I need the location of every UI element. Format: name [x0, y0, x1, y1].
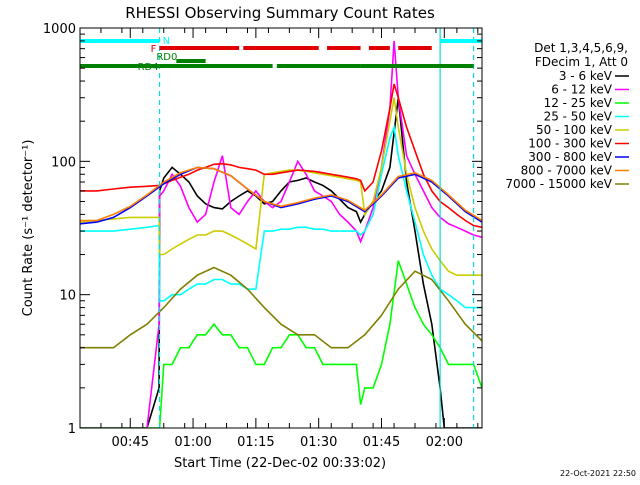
x-axis: 00:45 01:00 01:15 01:30 01:45 02:00 [79, 28, 479, 450]
series-line-2 [80, 260, 482, 428]
legend-label: 7000 - 15000 keV [505, 177, 612, 191]
y-tick-label: 100 [51, 155, 76, 170]
legend-label: 100 - 300 keV [528, 137, 612, 151]
vertical-markers [158, 28, 475, 428]
legend-header-line2: FDecim 1, Att 0 [535, 55, 628, 69]
legend-label: 6 - 12 keV [551, 83, 613, 97]
legend-label: 300 - 800 keV [528, 150, 612, 164]
x-tick-label: 01:15 [237, 435, 274, 450]
series-line-5 [80, 83, 482, 229]
rd4-flag-label: RD4 [138, 62, 159, 73]
series-line-7 [80, 166, 482, 222]
series-line-3 [80, 124, 482, 309]
y-tick-label: 10 [59, 289, 76, 304]
y-axis-label: Count Rate (s⁻¹ detector⁻¹) [21, 140, 36, 317]
x-tick-label: 01:00 [174, 435, 211, 450]
x-tick-label: 01:30 [300, 435, 337, 450]
legend-label: 800 - 7000 keV [521, 164, 613, 178]
legend-label: 25 - 50 keV [544, 110, 613, 124]
legend-header-line1: Det 1,3,4,5,6,9, [534, 41, 628, 55]
series-line-8 [80, 266, 482, 349]
x-tick-label: 01:45 [363, 435, 400, 450]
night-flag-label: N [163, 36, 170, 47]
y-axis: 1 10 100 1000 [43, 22, 482, 437]
chart-title: RHESSI Observing Summary Count Rates [125, 4, 435, 22]
y-tick-label: 1 [68, 422, 76, 437]
series-layer [80, 40, 482, 428]
plot-frame [79, 27, 483, 429]
flare-flag-label: F [151, 44, 157, 55]
x-tick-label: 02:00 [426, 435, 463, 450]
legend-label: 3 - 6 keV [559, 69, 613, 83]
x-axis-label: Start Time (22-Dec-02 00:33:02) [174, 456, 386, 471]
series-line-0 [80, 97, 482, 428]
series-line-6 [80, 166, 482, 225]
legend: Det 1,3,4,5,6,9, FDecim 1, Att 0 3 - 6 k… [505, 41, 629, 191]
x-tick-label: 00:45 [112, 435, 149, 450]
generated-timestamp: 22-Oct-2021 22:50 [560, 469, 636, 478]
series-line-1 [80, 40, 482, 428]
rd0-flag-label: RD0 [156, 52, 177, 63]
y-tick-label: 1000 [43, 22, 76, 37]
legend-label: 12 - 25 keV [544, 96, 613, 110]
legend-label: 50 - 100 keV [536, 123, 613, 137]
